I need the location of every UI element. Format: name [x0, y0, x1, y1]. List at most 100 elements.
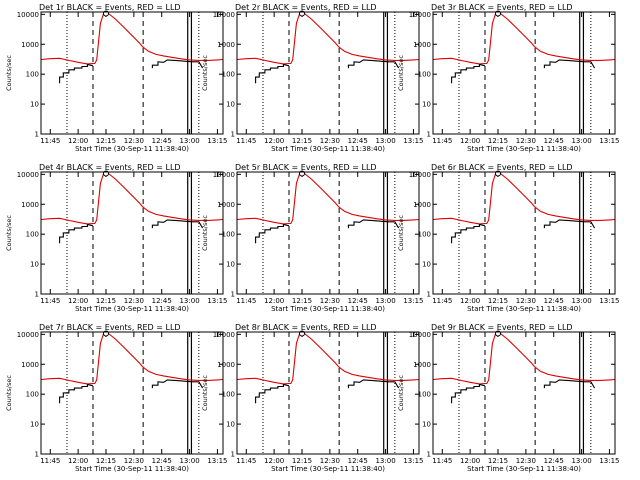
x-tick-label: 11:45 — [40, 297, 60, 305]
y-tick-label: 100 — [418, 391, 431, 399]
x-tick-label: 12:30 — [124, 457, 144, 465]
x-tick-label: 13:15 — [207, 457, 227, 465]
x-tick-label: 12:00 — [460, 457, 480, 465]
x-tick-label: 12:30 — [320, 137, 340, 145]
x-tick-label: 11:45 — [432, 297, 452, 305]
y-tick-label: 100 — [418, 231, 431, 239]
x-tick-label: 12:45 — [152, 297, 172, 305]
events-series-line — [59, 219, 204, 244]
plot-frame — [40, 331, 224, 455]
y-tick-label: 1000 — [21, 361, 39, 369]
y-tick-label: 1 — [427, 451, 431, 459]
y-tick-label: 1000 — [413, 361, 431, 369]
x-tick-label: 11:45 — [236, 137, 256, 145]
y-tick-label: 1000 — [413, 41, 431, 49]
x-tick-label: 13:15 — [403, 457, 423, 465]
y-tick-label: 1000 — [217, 201, 235, 209]
x-axis-label: Start Time (30-Sep-11 11:38:40) — [271, 305, 385, 313]
x-tick-label: 11:45 — [40, 457, 60, 465]
detector-panel: Det 1r BLACK = Events, RED = LLD 1 10 100 10… — [5, 3, 228, 153]
y-axis-label: Counts/sec — [397, 55, 405, 91]
x-axis-label: Start Time (30-Sep-11 11:38:40) — [271, 465, 385, 473]
detector-panel: Det 9r BLACK = Events, RED = LLD 1 10 100 10… — [397, 323, 620, 473]
x-tick-label: 13:00 — [375, 297, 395, 305]
plot-frame — [40, 11, 224, 135]
lld-series-line — [40, 331, 224, 385]
y-tick-label: 10000 — [409, 171, 431, 179]
events-series-line — [255, 59, 400, 84]
x-tick-label: 13:00 — [179, 297, 199, 305]
y-tick-label: 1000 — [217, 361, 235, 369]
x-tick-label: 13:00 — [571, 297, 591, 305]
x-tick-label: 12:15 — [292, 297, 312, 305]
x-tick-label: 12:15 — [292, 137, 312, 145]
y-axis-label: Counts/sec — [5, 215, 13, 251]
y-axis-label: Counts/sec — [201, 215, 209, 251]
x-tick-label: 13:00 — [571, 137, 591, 145]
y-tick-label: 100 — [222, 391, 235, 399]
x-tick-label: 12:15 — [96, 297, 116, 305]
x-tick-label: 12:15 — [488, 457, 508, 465]
x-axis-label: Start Time (30-Sep-11 11:38:40) — [467, 465, 581, 473]
x-tick-label: 12:15 — [292, 457, 312, 465]
x-tick-label: 12:00 — [68, 137, 88, 145]
x-tick-label: 12:30 — [516, 297, 536, 305]
plot-frame — [432, 171, 616, 295]
x-tick-label: 12:00 — [68, 297, 88, 305]
x-tick-label: 12:00 — [460, 137, 480, 145]
x-tick-label: 12:45 — [348, 297, 368, 305]
x-tick-label: 11:45 — [236, 297, 256, 305]
lld-series-line — [432, 331, 616, 385]
plot-frame — [236, 331, 420, 455]
panel-title: Det 3r BLACK = Events, RED = LLD — [431, 3, 573, 12]
y-tick-label: 1000 — [21, 201, 39, 209]
x-tick-label: 12:15 — [96, 457, 116, 465]
x-tick-label: 12:45 — [544, 137, 564, 145]
x-axis-label: Start Time (30-Sep-11 11:38:40) — [271, 145, 385, 153]
y-tick-label: 100 — [26, 231, 39, 239]
y-tick-label: 1 — [427, 131, 431, 139]
y-tick-label: 1 — [35, 131, 39, 139]
y-tick-label: 10000 — [17, 331, 39, 339]
detector-panel: Det 7r BLACK = Events, RED = LLD 1 10 100 10… — [5, 323, 228, 473]
y-tick-label: 1 — [231, 291, 235, 299]
x-tick-label: 12:30 — [124, 137, 144, 145]
x-axis-label: Start Time (30-Sep-11 11:38:40) — [75, 145, 189, 153]
y-tick-label: 1 — [231, 451, 235, 459]
events-series-line — [255, 379, 400, 404]
y-axis-label: Counts/sec — [397, 375, 405, 411]
x-tick-label: 13:15 — [599, 137, 619, 145]
x-tick-label: 12:30 — [320, 457, 340, 465]
y-tick-label: 1 — [35, 291, 39, 299]
x-tick-label: 12:00 — [68, 457, 88, 465]
lld-series-line — [236, 11, 420, 65]
x-tick-label: 12:45 — [544, 297, 564, 305]
x-axis-label: Start Time (30-Sep-11 11:38:40) — [467, 305, 581, 313]
x-tick-label: 11:45 — [432, 457, 452, 465]
events-series-line — [59, 379, 204, 404]
y-tick-label: 10000 — [17, 11, 39, 19]
x-tick-label: 13:15 — [599, 457, 619, 465]
y-tick-label: 100 — [222, 231, 235, 239]
lld-series-line — [236, 171, 420, 225]
y-tick-label: 1000 — [413, 201, 431, 209]
x-tick-label: 12:45 — [152, 457, 172, 465]
y-tick-label: 10 — [226, 101, 235, 109]
y-tick-label: 100 — [26, 391, 39, 399]
x-tick-label: 13:00 — [375, 457, 395, 465]
panel-title: Det 8r BLACK = Events, RED = LLD — [235, 323, 377, 332]
y-tick-label: 10000 — [213, 11, 235, 19]
detector-panel: Det 6r BLACK = Events, RED = LLD 1 10 100 10… — [397, 163, 620, 313]
y-tick-label: 10 — [422, 261, 431, 269]
events-series-line — [59, 59, 204, 84]
x-tick-label: 12:15 — [488, 297, 508, 305]
y-tick-label: 1 — [427, 291, 431, 299]
panel-title: Det 5r BLACK = Events, RED = LLD — [235, 163, 377, 172]
events-series-line — [451, 59, 596, 84]
plot-frame — [432, 11, 616, 135]
x-tick-label: 12:15 — [96, 137, 116, 145]
x-tick-label: 13:15 — [207, 297, 227, 305]
y-tick-label: 10 — [226, 261, 235, 269]
